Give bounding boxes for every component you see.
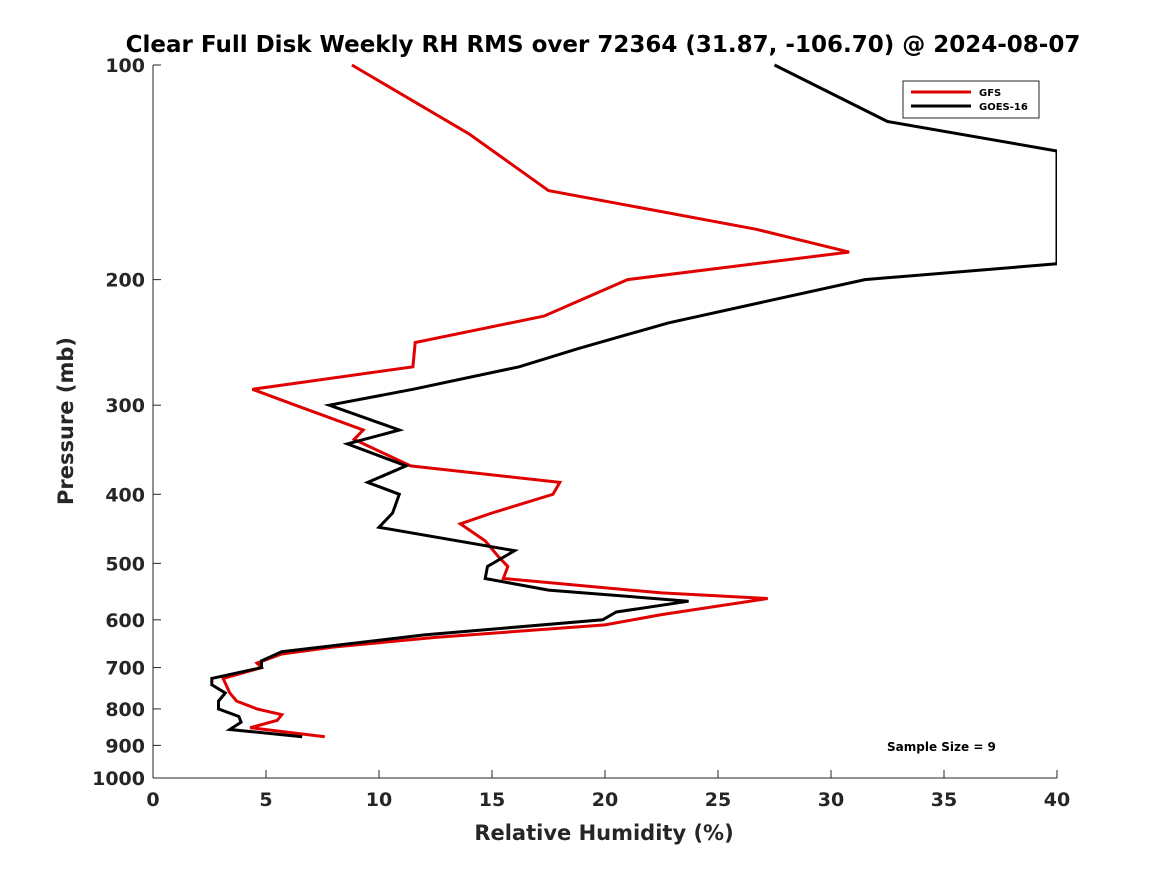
sample-size-annotation: Sample Size = 9 bbox=[887, 740, 996, 754]
legend-label-gfs: GFS bbox=[979, 88, 1001, 99]
x-tick-label: 5 bbox=[259, 789, 272, 811]
x-tick-label: 30 bbox=[818, 789, 844, 811]
x-tick-label: 25 bbox=[705, 789, 731, 811]
series-layer bbox=[210, 63, 1057, 739]
legend-label-goes-16: GOES-16 bbox=[979, 102, 1028, 113]
y-tick-label: 500 bbox=[105, 553, 145, 575]
y-tick-label: 700 bbox=[105, 658, 145, 680]
series-line-goes-16 bbox=[210, 63, 1057, 739]
y-tick-label: 200 bbox=[105, 270, 145, 292]
x-tick-label: 0 bbox=[146, 789, 159, 811]
y-tick-label: 1000 bbox=[92, 768, 145, 790]
x-tick-label: 10 bbox=[366, 789, 392, 811]
y-tick-label: 400 bbox=[105, 484, 145, 506]
series-line-gfs bbox=[221, 63, 850, 739]
y-tick-label: 800 bbox=[105, 699, 145, 721]
y-tick-label: 300 bbox=[105, 395, 145, 417]
x-axis-title: Relative Humidity (%) bbox=[474, 821, 733, 845]
x-tick-label: 40 bbox=[1044, 789, 1070, 811]
legend: GFS GOES-16 bbox=[902, 80, 1040, 119]
y-axis-title: Pressure (mb) bbox=[54, 337, 78, 505]
y-tick-label: 100 bbox=[105, 55, 145, 77]
x-tick-label: 15 bbox=[479, 789, 505, 811]
legend-box bbox=[902, 80, 1040, 119]
y-tick-label: 900 bbox=[105, 735, 145, 757]
plot-axes: 0 5 10 15 20 25 30 35 40 100 200 300 400 500 600 700 800… bbox=[92, 55, 1070, 811]
y-tick-label: 600 bbox=[105, 610, 145, 632]
x-tick-label: 20 bbox=[592, 789, 618, 811]
x-tick-label: 35 bbox=[931, 789, 957, 811]
chart-title: Clear Full Disk Weekly RH RMS over 72364… bbox=[126, 32, 1081, 58]
